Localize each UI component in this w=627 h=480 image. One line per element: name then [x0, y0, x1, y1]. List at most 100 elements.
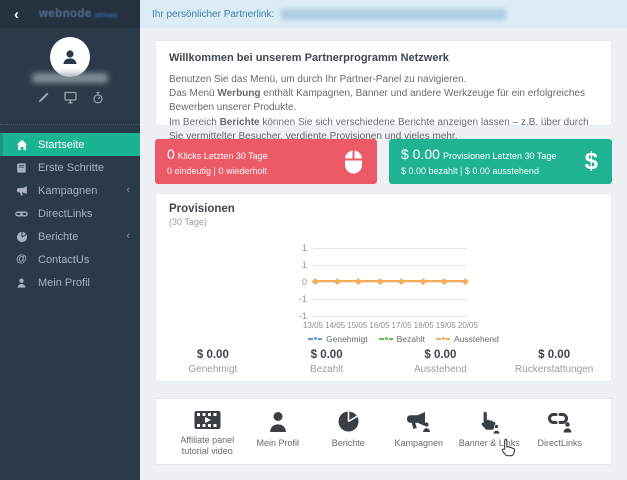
partner-link-label: Ihr persönlicher Partnerlink:: [152, 8, 275, 20]
legend-marker: [435, 336, 450, 342]
sidebar-item-contactus[interactable]: @ ContactUs: [0, 248, 140, 271]
user-icon: [15, 277, 28, 289]
x-axis-labels: 13/05 14/05 15/05 16/05 17/05 18/05 19/0…: [302, 321, 479, 330]
user-icon: [268, 408, 288, 435]
sidebar-menu: Startseite Erste Schritte Kampagnen ‹ D: [0, 133, 140, 294]
webnode-logo: webnode affiliate: [39, 8, 118, 20]
film-icon: [194, 408, 221, 432]
x-tick: 14/05: [325, 321, 346, 330]
welcome-line-3: Im Bereich Berichte können Sie sich vers…: [169, 116, 589, 142]
menu-label: Berichte: [38, 230, 79, 243]
pencil-icon[interactable]: [37, 91, 49, 104]
topbar: Ihr persönlicher Partnerlink:: [140, 0, 627, 28]
commissions-detail: $ 0.00 bezahlt | $ 0.00 ausstehend: [401, 166, 539, 176]
at-icon: @: [16, 253, 27, 265]
shortcut-label: Affiliate panel tutorial video: [180, 434, 235, 457]
sidebar-item-mein-profil[interactable]: Mein Profil: [0, 271, 140, 294]
collapse-sidebar-icon[interactable]: ‹: [14, 5, 19, 23]
shortcuts-panel: Affiliate panel tutorial video Mein Prof…: [155, 398, 612, 465]
bullhorn-icon: [406, 408, 431, 435]
menu-label: DirectLinks: [38, 207, 93, 220]
stopwatch-icon[interactable]: [92, 91, 104, 104]
shortcut-label: Mein Profil: [256, 438, 299, 448]
logo-affiliate-tag: affiliate: [94, 13, 118, 19]
link-icon: [15, 208, 28, 220]
mouse-icon: [344, 149, 363, 174]
commissions-stat-card: $ 0.00 Provisionen Letzten 30 Tage $ 0.00…: [389, 139, 612, 184]
sidebar-item-berichte[interactable]: Berichte ‹: [0, 225, 140, 248]
gridline: [313, 282, 467, 283]
x-tick: 20/05: [457, 321, 478, 330]
shortcut-mein-profil[interactable]: Mein Profil: [243, 408, 314, 458]
x-tick: 16/05: [369, 321, 390, 330]
chart-subtitle: (30 Tage): [169, 217, 207, 227]
menu-label: ContactUs: [38, 253, 90, 266]
chevron-left-icon: ‹: [126, 230, 130, 242]
y-tick: -1: [298, 311, 307, 321]
commissions-summary: $ 0.00 Genehmigt $ 0.00 Bezahlt $ 0.00 Auss…: [156, 349, 611, 375]
gridline: [313, 299, 467, 300]
gridline: [313, 316, 467, 317]
summary-ausstehend: $ 0.00 Ausstehend: [413, 349, 467, 375]
gridline: [313, 248, 467, 249]
x-tick: 17/05: [391, 321, 412, 330]
clicks-headline: 0 Klicks Letzten 30 Tage: [167, 146, 268, 162]
shortcut-banner-links[interactable]: Banner & Links: [454, 408, 525, 458]
blurred-username: [32, 73, 108, 83]
home-icon: [15, 139, 28, 151]
welcome-panel: Willkommen bei unserem Partnerprogramm N…: [155, 40, 612, 142]
welcome-title: Willkommen bei unserem Partnerprogramm N…: [169, 52, 449, 64]
legend-bezahlt[interactable]: Bezahlt: [378, 334, 425, 344]
x-tick: 13/05: [303, 321, 324, 330]
commissions-chart-panel: Provisionen (30 Tage) 1 1 0 -1 -1 13/05 …: [155, 193, 612, 382]
pie-chart-icon: [15, 231, 28, 243]
bullhorn-icon: [15, 185, 28, 197]
sidebar-divider: [0, 124, 140, 125]
x-tick: 19/05: [435, 321, 456, 330]
chart-legend: Genehmigt Bezahlt Ausstehend: [308, 334, 499, 344]
sidebar-item-kampagnen[interactable]: Kampagnen ‹: [0, 179, 140, 202]
shortcut-tutorial-video[interactable]: Affiliate panel tutorial video: [172, 408, 243, 458]
shortcut-label: DirectLinks: [537, 438, 582, 448]
blurred-partner-link[interactable]: [281, 8, 507, 20]
chart-title: Provisionen: [169, 203, 235, 215]
monitor-icon[interactable]: [63, 91, 77, 104]
menu-label: Startseite: [38, 138, 85, 151]
legend-genehmigt[interactable]: Genehmigt: [308, 334, 368, 344]
y-tick: 1: [301, 260, 307, 270]
avatar[interactable]: [50, 37, 90, 77]
sidebar-item-erste-schritte[interactable]: Erste Schritte: [0, 156, 140, 179]
chevron-left-icon: ‹: [126, 184, 130, 196]
pie-chart-icon: [337, 408, 360, 435]
user-icon: [63, 50, 77, 64]
sidebar-item-startseite[interactable]: Startseite: [0, 133, 140, 156]
series-line-ausstehend: [313, 280, 467, 282]
y-tick: 1: [301, 243, 307, 253]
shortcut-label: Banner & Links: [458, 438, 520, 448]
shortcut-kampagnen[interactable]: Kampagnen: [384, 408, 455, 458]
hand-click-icon: [477, 408, 501, 435]
y-tick: -1: [298, 294, 307, 304]
gridline: [313, 265, 467, 266]
direct-links-icon: [547, 408, 573, 435]
shortcut-label: Kampagnen: [394, 438, 444, 448]
shortcut-berichte[interactable]: Berichte: [313, 408, 384, 458]
legend-marker: [378, 336, 393, 342]
summary-genehmigt: $ 0.00 Genehmigt: [188, 349, 238, 375]
clicks-stat-card: 0 Klicks Letzten 30 Tage 0 eindeutig | 0 …: [155, 139, 377, 184]
legend-ausstehend[interactable]: Ausstehend: [435, 334, 499, 344]
summary-bezahlt: $ 0.00 Bezahlt: [309, 349, 344, 375]
menu-label: Mein Profil: [38, 276, 90, 289]
dollar-icon: $: [584, 147, 598, 175]
sidebar-item-directlinks[interactable]: DirectLinks: [0, 202, 140, 225]
x-tick: 15/05: [347, 321, 368, 330]
welcome-line-1: Benutzen Sie das Menü, um durch Ihr Part…: [169, 74, 467, 85]
summary-rueckerstattungen: $ 0.00 Rückerstattungen: [514, 349, 594, 375]
commissions-headline: $ 0.00 Provisionen Letzten 30 Tage: [401, 146, 557, 162]
y-tick: 0: [301, 277, 307, 287]
shortcut-directlinks[interactable]: DirectLinks: [525, 408, 596, 458]
menu-label: Erste Schritte: [38, 161, 105, 174]
clicks-detail: 0 eindeutig | 0 wiederholt: [167, 166, 267, 176]
book-icon: [15, 162, 28, 174]
